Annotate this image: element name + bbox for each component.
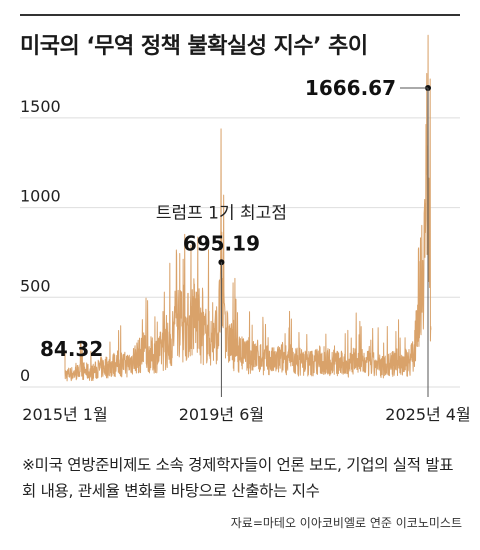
chart-area: 1500 1000 500 0 84.32 695.19 트럼프 1기 최고점 1666.6…: [20, 34, 471, 424]
annotation-label-2025: 1666.67: [305, 76, 396, 100]
gridlines: [20, 117, 460, 388]
annotation-caption-2019: 트럼프 1기 최고점: [156, 203, 287, 223]
chart-title: 미국의 ‘무역 정책 불확실성 지수’ 추이: [20, 34, 368, 59]
title-rule: [20, 14, 460, 16]
x-tick-label: 2019년 6월: [179, 405, 264, 424]
x-axis-ticks: 2015년 1월 2019년 6월 2025년 4월: [22, 405, 470, 424]
x-tick-label: 2025년 4월: [385, 405, 470, 424]
annotation-label-start: 84.32: [40, 337, 103, 361]
series-line: [64, 34, 432, 382]
annotation-markers: 84.32 695.19 트럼프 1기 최고점 1666.67: [40, 76, 431, 397]
source-credit: 자료=마테오 이아코비엘로 연준 이코노미스트: [230, 516, 462, 530]
y-tick-label: 1500: [20, 97, 61, 116]
annotation-label-2019: 695.19: [183, 231, 260, 255]
x-tick-label: 2015년 1월: [22, 405, 107, 424]
y-tick-label: 1000: [20, 187, 61, 206]
y-tick-label: 0: [20, 366, 30, 385]
footnote: ※미국 연방준비제도 소속 경제학자들이 언론 보도, 기업의 실적 발표회 내…: [22, 456, 454, 500]
y-tick-label: 500: [20, 276, 51, 295]
y-axis-ticks: 1500 1000 500 0: [20, 97, 61, 385]
